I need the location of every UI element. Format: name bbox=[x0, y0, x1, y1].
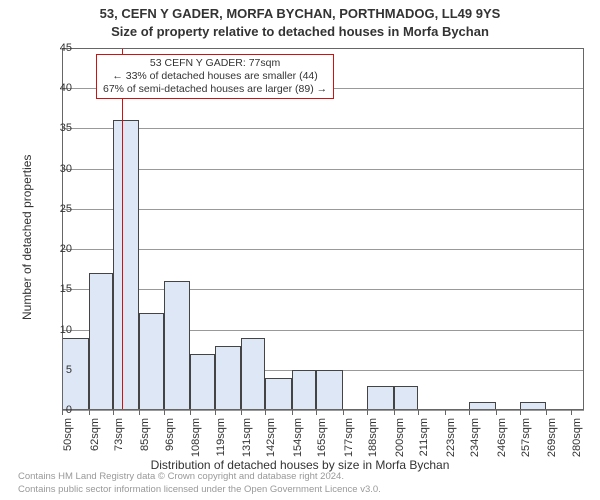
xtick-label: 200sqm bbox=[394, 418, 406, 457]
chart-container: 53, CEFN Y GADER, MORFA BYCHAN, PORTHMAD… bbox=[0, 0, 600, 500]
xtick-label: 280sqm bbox=[571, 418, 583, 457]
gridline bbox=[62, 289, 584, 290]
ytick-label: 30 bbox=[42, 163, 72, 175]
xtick-label: 50sqm bbox=[62, 418, 74, 451]
ytick-label: 35 bbox=[42, 122, 72, 134]
x-axis-label: Distribution of detached houses by size … bbox=[0, 458, 600, 472]
ytick-label: 0 bbox=[42, 404, 72, 416]
ytick-label: 40 bbox=[42, 82, 72, 94]
xtick-label: 246sqm bbox=[496, 418, 508, 457]
xtick-label: 85sqm bbox=[139, 418, 151, 451]
y-axis-label: Number of detached properties bbox=[20, 155, 34, 320]
histogram-bar bbox=[367, 386, 394, 410]
xtick-label: 234sqm bbox=[469, 418, 481, 457]
ytick-label: 20 bbox=[42, 243, 72, 255]
xtick-label: 188sqm bbox=[367, 418, 379, 457]
ytick-label: 45 bbox=[42, 42, 72, 54]
annotation-box: 53 CEFN Y GADER: 77sqm ← 33% of detached… bbox=[96, 54, 334, 99]
xtick bbox=[445, 410, 446, 415]
xtick bbox=[265, 410, 266, 415]
gridline bbox=[62, 249, 584, 250]
xtick bbox=[571, 410, 572, 415]
plot-area: 53 CEFN Y GADER: 77sqm ← 33% of detached… bbox=[62, 48, 584, 410]
xtick bbox=[316, 410, 317, 415]
xtick-label: 73sqm bbox=[113, 418, 125, 451]
xtick-label: 177sqm bbox=[343, 418, 355, 457]
xtick bbox=[241, 410, 242, 415]
histogram-bar bbox=[164, 281, 191, 410]
histogram-bar bbox=[469, 402, 496, 410]
xtick-label: 154sqm bbox=[292, 418, 304, 457]
histogram-bar bbox=[265, 378, 292, 410]
xtick-label: 62sqm bbox=[89, 418, 101, 451]
gridline bbox=[62, 48, 584, 49]
xtick bbox=[292, 410, 293, 415]
xtick-label: 257sqm bbox=[520, 418, 532, 457]
annotation-line1: 53 CEFN Y GADER: 77sqm bbox=[103, 57, 327, 70]
xtick-label: 96sqm bbox=[164, 418, 176, 451]
xtick bbox=[520, 410, 521, 415]
xtick-label: 269sqm bbox=[546, 418, 558, 457]
xtick bbox=[139, 410, 140, 415]
gridline bbox=[62, 209, 584, 210]
footer-text: Contains HM Land Registry data © Crown c… bbox=[18, 471, 381, 496]
xtick bbox=[343, 410, 344, 415]
marker-vline bbox=[122, 48, 124, 410]
histogram-bar bbox=[292, 370, 316, 410]
histogram-bar bbox=[394, 386, 418, 410]
xtick bbox=[546, 410, 547, 415]
xtick-label: 142sqm bbox=[265, 418, 277, 457]
ytick-label: 5 bbox=[42, 364, 72, 376]
xtick bbox=[113, 410, 114, 415]
histogram-bar bbox=[89, 273, 113, 410]
ytick-label: 10 bbox=[42, 324, 72, 336]
xtick bbox=[469, 410, 470, 415]
chart-title-line1: 53, CEFN Y GADER, MORFA BYCHAN, PORTHMAD… bbox=[0, 6, 600, 21]
xtick bbox=[164, 410, 165, 415]
histogram-bar bbox=[316, 370, 343, 410]
histogram-bar bbox=[520, 402, 547, 410]
xtick-label: 119sqm bbox=[215, 418, 227, 456]
xtick bbox=[190, 410, 191, 415]
xtick bbox=[394, 410, 395, 415]
chart-title-line2: Size of property relative to detached ho… bbox=[0, 24, 600, 39]
xtick bbox=[418, 410, 419, 415]
xtick bbox=[215, 410, 216, 415]
histogram-bar bbox=[241, 338, 265, 410]
xtick bbox=[367, 410, 368, 415]
histogram-bar bbox=[139, 313, 163, 410]
xtick-label: 211sqm bbox=[418, 418, 430, 456]
xtick bbox=[89, 410, 90, 415]
histogram-bar bbox=[190, 354, 214, 410]
xtick-label: 165sqm bbox=[316, 418, 328, 457]
footer-line1: Contains HM Land Registry data © Crown c… bbox=[18, 471, 381, 483]
gridline bbox=[62, 128, 584, 129]
xtick-label: 131sqm bbox=[241, 418, 253, 457]
gridline bbox=[62, 169, 584, 170]
ytick-label: 15 bbox=[42, 283, 72, 295]
histogram-bar bbox=[113, 120, 140, 410]
xtick bbox=[496, 410, 497, 415]
footer-line2: Contains public sector information licen… bbox=[18, 484, 381, 496]
ytick-label: 25 bbox=[42, 203, 72, 215]
annotation-line3: 67% of semi-detached houses are larger (… bbox=[103, 83, 327, 96]
xtick-label: 108sqm bbox=[190, 418, 202, 457]
histogram-bar bbox=[215, 346, 242, 410]
annotation-line2: ← 33% of detached houses are smaller (44… bbox=[103, 70, 327, 83]
xtick-label: 223sqm bbox=[445, 418, 457, 457]
